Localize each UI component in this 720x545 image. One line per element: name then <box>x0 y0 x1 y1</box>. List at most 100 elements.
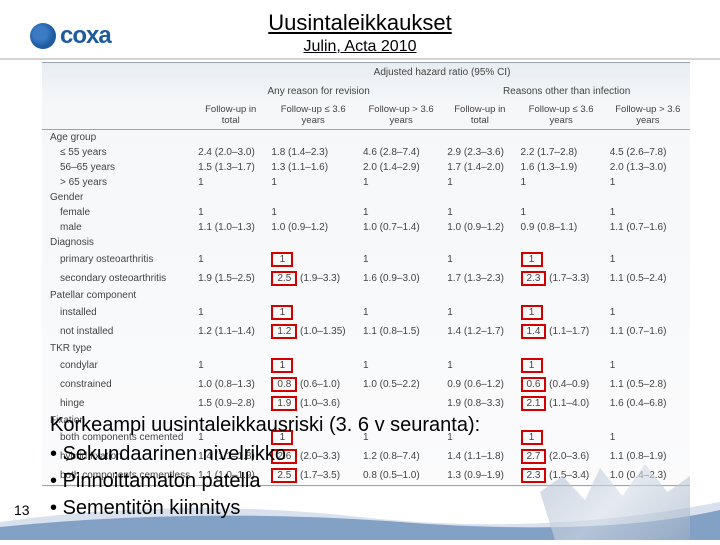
table-cell: 1 <box>606 250 690 269</box>
table-cell: 1 <box>606 303 690 322</box>
table-cell: 1.1 (0.7–1.6) <box>606 322 690 341</box>
table-cell: 0.9 (0.6–1.2) <box>443 375 516 394</box>
section-label: Patellar component <box>42 288 194 303</box>
table-cell: 1.1 (0.5–2.8) <box>606 375 690 394</box>
table-cell: 1.7 (1.3–2.3) <box>443 269 516 288</box>
table-cell: 1.1 (0.7–1.6) <box>606 220 690 235</box>
highlighted-value: 1.9 <box>271 396 297 411</box>
table-cell: 1 <box>194 303 267 322</box>
table-cell: 0.8 (0.6–1.0) <box>267 375 359 394</box>
highlighted-value: 0.8 <box>271 377 297 392</box>
row-label: not installed <box>42 322 194 341</box>
highlighted-value: 1 <box>271 358 293 373</box>
highlighted-value: 1 <box>271 305 293 320</box>
highlighted-value: 1 <box>521 358 543 373</box>
logo-icon <box>30 23 56 49</box>
footer-heading: Korkeampi uusintaleikkausriski (3. 6 v s… <box>50 414 700 437</box>
table-cell: 1 <box>517 175 606 190</box>
row-label: hinge <box>42 394 194 413</box>
table-cell: 1 <box>267 250 359 269</box>
highlighted-value: 2.5 <box>271 271 297 286</box>
logo-text: coxa <box>60 22 111 50</box>
col-header: Follow-up > 3.6 years <box>359 101 443 130</box>
table-cell: 1 <box>359 205 443 220</box>
row-label: condylar <box>42 356 194 375</box>
row-label: primary osteoarthritis <box>42 250 194 269</box>
col-header: Follow-up in total <box>443 101 516 130</box>
table-cell: 1 <box>359 303 443 322</box>
table-cell: 1 <box>194 205 267 220</box>
col-header: Follow-up ≤ 3.6 years <box>517 101 606 130</box>
page-number: 13 <box>14 502 30 518</box>
row-label: secondary osteoarthritis <box>42 269 194 288</box>
row-label: female <box>42 205 194 220</box>
row-label: 56–65 years <box>42 160 194 175</box>
highlighted-value: 2.3 <box>521 271 547 286</box>
table-cell: 1.0 (0.8–1.3) <box>194 375 267 394</box>
col-header: Follow-up > 3.6 years <box>606 101 690 130</box>
section-label: Age group <box>42 130 194 146</box>
table-cell: 1.2 (1.0–1.35) <box>267 322 359 341</box>
section-label: TKR type <box>42 341 194 356</box>
table-cell: 0.9 (0.8–1.1) <box>517 220 606 235</box>
highlighted-value: 1.2 <box>271 324 297 339</box>
table-cell: 1.5 (1.3–1.7) <box>194 160 267 175</box>
table-cell: 1.7 (1.4–2.0) <box>443 160 516 175</box>
table-cell: 2.3 (1.7–3.3) <box>517 269 606 288</box>
footer-text: Korkeampi uusintaleikkausriski (3. 6 v s… <box>50 414 700 522</box>
row-label: constrained <box>42 375 194 394</box>
table-cell: 1.3 (1.1–1.6) <box>267 160 359 175</box>
table-cell: 1.1 (0.5–2.4) <box>606 269 690 288</box>
table-cell: 1 <box>359 175 443 190</box>
highlighted-value: 2.1 <box>521 396 547 411</box>
highlighted-value: 1 <box>521 305 543 320</box>
table-cell: 2.0 (1.4–2.9) <box>359 160 443 175</box>
table-cell: 1 <box>606 356 690 375</box>
col-header: Follow-up in total <box>194 101 267 130</box>
table-cell: 1.9 (1.5–2.5) <box>194 269 267 288</box>
table-cell: 1 <box>443 356 516 375</box>
table-cell: 1 <box>194 250 267 269</box>
table-cell: 2.2 (1.7–2.8) <box>517 145 606 160</box>
table-cell: 1.0 (0.5–2.2) <box>359 375 443 394</box>
table-cell: 1.9 (1.0–3.6) <box>267 394 359 413</box>
table-cell: 4.6 (2.8–7.4) <box>359 145 443 160</box>
group-header-1: Any reason for revision <box>194 82 443 101</box>
highlighted-value: 1 <box>521 252 543 267</box>
table-cell: 1 <box>443 175 516 190</box>
col-header: Follow-up ≤ 3.6 years <box>267 101 359 130</box>
table-cell: 1 <box>359 356 443 375</box>
row-label: installed <box>42 303 194 322</box>
table-cell: 2.5 (1.9–3.3) <box>267 269 359 288</box>
table-cell: 1.6 (1.3–1.9) <box>517 160 606 175</box>
table-cell: 1 <box>606 175 690 190</box>
table-cell: 1.4 (1.1–1.7) <box>517 322 606 341</box>
table-cell: 1 <box>606 205 690 220</box>
highlighted-value: 1.4 <box>521 324 547 339</box>
table-cell: 1 <box>267 205 359 220</box>
highlighted-value: 1 <box>271 252 293 267</box>
section-label: Gender <box>42 190 194 205</box>
table-cell: 4.5 (2.6–7.8) <box>606 145 690 160</box>
table-cell: 1.6 (0.4–6.8) <box>606 394 690 413</box>
logo: coxa <box>30 22 111 50</box>
table-cell: 1.2 (1.1–1.4) <box>194 322 267 341</box>
table-cell <box>359 394 443 413</box>
table-cell: 1 <box>359 250 443 269</box>
table-cell: 1.8 (1.4–2.3) <box>267 145 359 160</box>
table-cell: 1 <box>267 175 359 190</box>
table-cell: 1 <box>443 205 516 220</box>
table-cell: 2.1 (1.1–4.0) <box>517 394 606 413</box>
table-cell: 0.6 (0.4–0.9) <box>517 375 606 394</box>
bullet-3: • Sementitön kiinnitys <box>50 495 700 522</box>
divider <box>0 58 720 60</box>
section-label: Diagnosis <box>42 235 194 250</box>
table-cell: 1.1 (0.8–1.5) <box>359 322 443 341</box>
table-cell: 2.0 (1.3–3.0) <box>606 160 690 175</box>
table-top-header: Adjusted hazard ratio (95% CI) <box>194 63 690 83</box>
table-cell: 1.5 (0.9–2.8) <box>194 394 267 413</box>
table-cell: 1.0 (0.7–1.4) <box>359 220 443 235</box>
row-label: male <box>42 220 194 235</box>
table-cell: 1 <box>517 303 606 322</box>
bullet-1: • Sekundaarinen nivelrikko <box>50 441 700 468</box>
